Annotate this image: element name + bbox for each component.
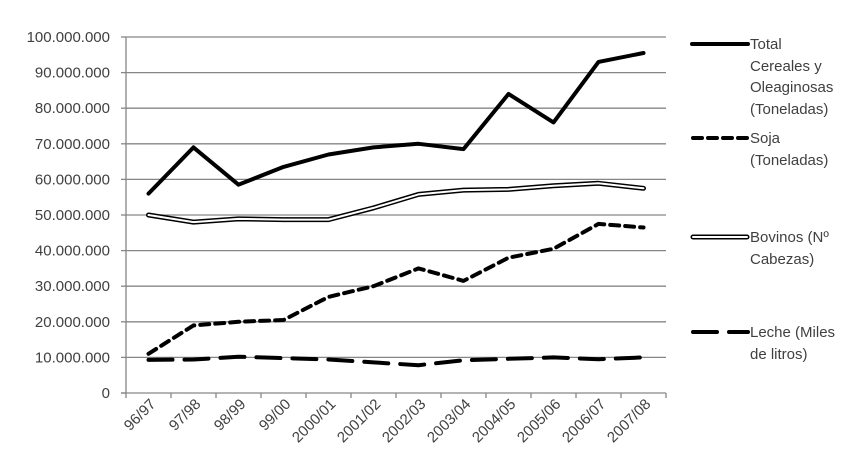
legend-item-leche: Leche (Miles de litros)	[690, 322, 850, 365]
x-tick-label: 2003/04	[424, 396, 474, 446]
legend-item-soja: Soja (Toneladas)	[690, 128, 850, 171]
x-tick-label: 2006/07	[559, 396, 609, 446]
series-total-line	[146, 51, 646, 196]
series-bovinos-line	[146, 180, 646, 225]
x-tick-label: 99/00	[256, 396, 295, 435]
x-axis: 96/97 97/98 98/99 99/002000/012001/022002/0…	[121, 392, 667, 446]
series-bovinos-inner	[147, 182, 645, 224]
x-tick-label: 2000/01	[289, 396, 339, 446]
series-leche-line	[146, 354, 646, 368]
y-tick-label: 50.000.000	[35, 207, 110, 224]
y-tick-label: 20.000.000	[35, 314, 110, 331]
x-tick-label: 98/99	[211, 396, 250, 435]
series-soja-line	[146, 221, 646, 356]
y-tick-label: 90.000.000	[35, 65, 110, 82]
y-tick-label: 10.000.000	[35, 349, 110, 366]
x-tick-label: 2005/06	[514, 396, 564, 446]
legend-item-total: Total Cereales y Oleaginosas (Toneladas)	[690, 34, 850, 120]
y-tick-label: 60.000.000	[35, 171, 110, 188]
x-tick-label: 96/97	[121, 396, 160, 435]
series-lines	[146, 51, 646, 368]
y-tick-label: 40.000.000	[35, 243, 110, 260]
y-tick-label: 0	[102, 385, 110, 402]
y-tick-label: 70.000.000	[35, 136, 110, 153]
long-dash-line-icon	[691, 330, 750, 334]
x-tick-label: 2007/08	[604, 396, 654, 446]
solid-line-icon	[690, 42, 750, 46]
gridlines	[126, 36, 666, 359]
x-tick-label: 97/98	[166, 396, 205, 435]
dashed-line-icon	[691, 136, 750, 140]
legend-item-bovinos: Bovinos (Nº Cabezas)	[690, 227, 850, 270]
double-line-icon	[690, 234, 750, 240]
legend-label: Leche (Miles de litros)	[750, 324, 836, 363]
legend-label: Soja (Toneladas)	[750, 130, 829, 169]
legend-label: Total Cereales y Oleaginosas (Toneladas)	[750, 36, 834, 118]
x-tick-label: 2002/03	[379, 396, 429, 446]
legend-label: Bovinos (Nº Cabezas)	[750, 229, 829, 268]
y-tick-label: 100.000.000	[27, 29, 110, 46]
y-tick-label: 30.000.000	[35, 278, 110, 295]
y-axis: 0 10.000.000 20.000.000 30.000.000 40.000.00…	[27, 29, 127, 402]
x-tick-label: 2001/02	[334, 396, 384, 446]
y-tick-label: 80.000.000	[35, 100, 110, 117]
x-tick-label: 2004/05	[469, 396, 519, 446]
